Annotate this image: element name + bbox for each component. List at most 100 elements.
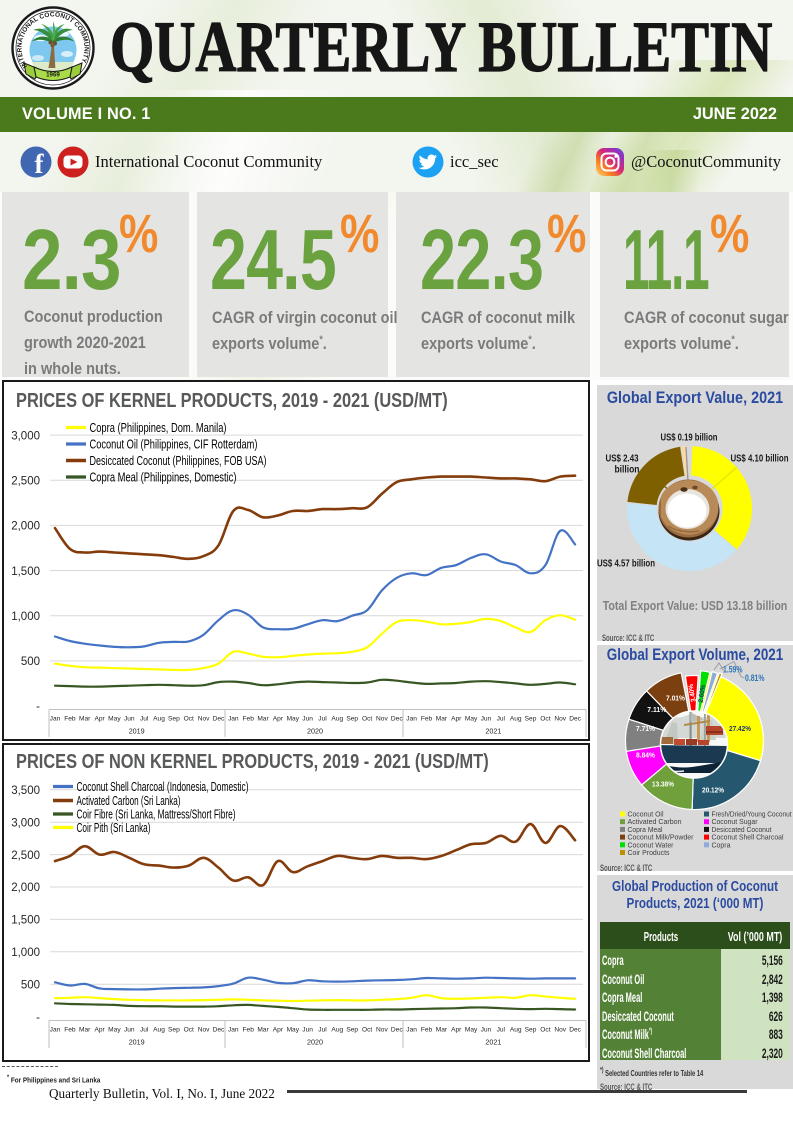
svg-text:Coir Products: Coir Products xyxy=(628,848,670,857)
svg-text:Sep: Sep xyxy=(525,1027,537,1034)
svg-text:7.11%: 7.11% xyxy=(647,705,666,714)
svg-text:Oct: Oct xyxy=(184,716,194,723)
svg-text:Feb: Feb xyxy=(243,1027,255,1034)
svg-text:May: May xyxy=(108,1027,121,1034)
svg-text:Oct: Oct xyxy=(362,1027,372,1034)
svg-text:billion: billion xyxy=(615,464,640,476)
svg-text:Aug: Aug xyxy=(510,1027,522,1034)
svg-text:Coir Pith (Sri Lanka): Coir Pith (Sri Lanka) xyxy=(77,821,151,835)
svg-text:Apr: Apr xyxy=(451,716,462,723)
svg-text:Coconut Shell Charcoal (Indone: Coconut Shell Charcoal (Indonesia, Domes… xyxy=(77,780,249,794)
svg-text:1969: 1969 xyxy=(46,72,60,79)
svg-text:500: 500 xyxy=(21,656,40,668)
svg-text:Desiccated Coconut (Philippine: Desiccated Coconut (Philippines, FOB USA… xyxy=(90,454,267,468)
svg-text:f: f xyxy=(35,149,45,178)
svg-text:Nov: Nov xyxy=(554,1027,566,1034)
svg-text:Nov: Nov xyxy=(198,1027,210,1034)
svg-text:-: - xyxy=(36,701,40,713)
svg-text:Jul: Jul xyxy=(497,1027,506,1034)
svg-text:Apr: Apr xyxy=(451,1027,462,1034)
svg-text:Jan: Jan xyxy=(228,1027,239,1034)
svg-text:US$ 4.57 billion: US$ 4.57 billion xyxy=(597,558,655,570)
svg-text:Aug: Aug xyxy=(153,1027,165,1034)
svg-text:Mar: Mar xyxy=(436,1027,448,1034)
svg-text:1.59%: 1.59% xyxy=(723,665,743,675)
svg-text:Copra (Philippines, Dom. Manil: Copra (Philippines, Dom. Manila) xyxy=(90,421,227,435)
svg-text:Nov: Nov xyxy=(198,716,210,723)
svg-text:Mar: Mar xyxy=(257,716,269,723)
svg-text:Jan: Jan xyxy=(406,716,417,723)
svg-text:Aug: Aug xyxy=(331,716,343,723)
svg-text:Nov: Nov xyxy=(554,716,566,723)
svg-text:Jun: Jun xyxy=(481,1027,492,1034)
svg-text:Sep: Sep xyxy=(525,716,537,723)
svg-text:Aug: Aug xyxy=(153,716,165,723)
svg-text:Jun: Jun xyxy=(302,716,313,723)
svg-text:2,000: 2,000 xyxy=(11,882,40,894)
svg-text:Sep: Sep xyxy=(346,716,358,723)
svg-text:-: - xyxy=(36,1012,40,1024)
svg-text:Oct: Oct xyxy=(362,716,372,723)
svg-text:US$ 0.19 billion: US$ 0.19 billion xyxy=(661,432,718,444)
svg-text:May: May xyxy=(287,716,300,723)
svg-text:Mar: Mar xyxy=(79,1027,91,1034)
svg-text:Feb: Feb xyxy=(421,716,433,723)
svg-text:Feb: Feb xyxy=(64,1027,76,1034)
svg-text:Feb: Feb xyxy=(64,716,76,723)
svg-text:27.42%: 27.42% xyxy=(729,724,751,733)
svg-text:2,500: 2,500 xyxy=(11,475,40,487)
svg-text:Jul: Jul xyxy=(140,1027,149,1034)
svg-text:Coir Fibre (Sri Lanka, Mattres: Coir Fibre (Sri Lanka, Mattress/Short Fi… xyxy=(77,808,236,822)
svg-text:Mar: Mar xyxy=(79,716,91,723)
svg-text:Coconut Oil (Philippines, CIF: Coconut Oil (Philippines, CIF Rotterdam) xyxy=(90,438,258,452)
svg-text:1,500: 1,500 xyxy=(11,566,40,578)
svg-text:2,500: 2,500 xyxy=(11,850,40,862)
svg-text:Jul: Jul xyxy=(318,716,327,723)
svg-text:2021: 2021 xyxy=(485,1038,501,1047)
svg-text:Jul: Jul xyxy=(318,1027,327,1034)
svg-text:0.81%: 0.81% xyxy=(745,673,765,683)
svg-text:Apr: Apr xyxy=(94,1027,105,1034)
svg-text:1,000: 1,000 xyxy=(11,611,40,623)
svg-text:May: May xyxy=(287,1027,300,1034)
svg-text:Desiccated Coconut: Desiccated Coconut xyxy=(712,825,773,834)
svg-text:Dec: Dec xyxy=(213,1027,225,1034)
svg-text:2021: 2021 xyxy=(485,727,501,736)
svg-text:3.40%: 3.40% xyxy=(688,683,698,703)
svg-text:Dec: Dec xyxy=(569,1027,581,1034)
svg-text:Dec: Dec xyxy=(213,716,225,723)
svg-text:Feb: Feb xyxy=(243,716,255,723)
svg-text:Feb: Feb xyxy=(421,1027,433,1034)
svg-text:Jan: Jan xyxy=(406,1027,417,1034)
svg-text:3,500: 3,500 xyxy=(11,785,40,797)
svg-text:Coconut Sugar: Coconut Sugar xyxy=(712,817,758,826)
svg-text:1,500: 1,500 xyxy=(11,915,40,927)
svg-text:2,000: 2,000 xyxy=(11,521,40,533)
svg-text:Nov: Nov xyxy=(376,716,388,723)
svg-text:2.60%: 2.60% xyxy=(698,684,708,704)
svg-text:Oct: Oct xyxy=(540,1027,550,1034)
svg-text:Activated Carbon (Sri Lanka): Activated Carbon (Sri Lanka) xyxy=(77,794,181,808)
svg-text:Dec: Dec xyxy=(391,716,403,723)
svg-text:13.38%: 13.38% xyxy=(652,780,674,789)
svg-text:May: May xyxy=(465,716,478,723)
svg-text:Coconut Shell Charcoal: Coconut Shell Charcoal xyxy=(712,833,784,842)
svg-text:Coconut Oil: Coconut Oil xyxy=(628,810,664,819)
svg-text:Jan: Jan xyxy=(50,716,61,723)
svg-text:Jul: Jul xyxy=(140,716,149,723)
svg-text:1,000: 1,000 xyxy=(11,947,40,959)
svg-text:Dec: Dec xyxy=(391,1027,403,1034)
svg-text:2019: 2019 xyxy=(129,1038,145,1047)
svg-text:Jan: Jan xyxy=(50,1027,61,1034)
svg-text:Sep: Sep xyxy=(168,716,180,723)
svg-text:Coconut Water: Coconut Water xyxy=(628,840,674,849)
svg-text:Nov: Nov xyxy=(376,1027,388,1034)
svg-text:May: May xyxy=(108,716,121,723)
svg-text:7.71%: 7.71% xyxy=(636,724,655,733)
svg-text:Oct: Oct xyxy=(184,1027,194,1034)
svg-text:Jun: Jun xyxy=(302,1027,313,1034)
svg-text:Apr: Apr xyxy=(94,716,105,723)
svg-text:Fresh/Dried/Young Coconut: Fresh/Dried/Young Coconut xyxy=(712,810,793,819)
svg-text:Mar: Mar xyxy=(436,716,448,723)
svg-text:Apr: Apr xyxy=(273,1027,284,1034)
